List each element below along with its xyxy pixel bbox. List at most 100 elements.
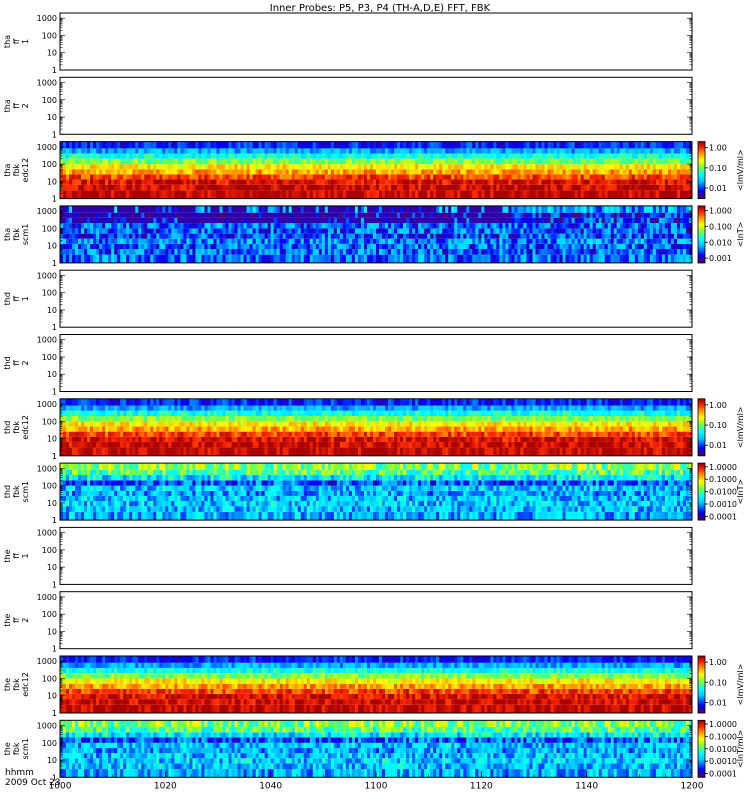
spectrogram-cell	[288, 212, 293, 218]
spectrogram-cell	[204, 141, 208, 149]
y-tick-label: 1000	[37, 207, 57, 216]
spectrogram-cell	[433, 223, 437, 229]
spectrogram-cell	[550, 254, 554, 263]
spectrogram-cell	[372, 223, 377, 229]
spectrogram-cell	[267, 205, 272, 213]
spectrogram-cell	[111, 254, 115, 263]
spectrogram-cell	[583, 174, 588, 180]
spectrogram-cell	[240, 148, 244, 154]
spectrogram-cell	[318, 447, 323, 456]
spectrogram-cell	[282, 190, 287, 199]
spectrogram-cell	[565, 179, 570, 185]
spectrogram-cell	[568, 169, 573, 175]
spectrogram-cell	[643, 179, 648, 185]
spectrogram-cell	[487, 249, 491, 255]
spectrogram-cell	[87, 164, 91, 170]
spectrogram-cell	[123, 205, 127, 213]
spectrogram-cell	[538, 238, 542, 244]
spectrogram-cell	[469, 141, 473, 149]
spectrogram-cell	[556, 153, 560, 159]
spectrogram-cell	[159, 174, 163, 180]
spectrogram-cell	[448, 148, 452, 154]
spectrogram-cell	[502, 447, 506, 456]
spectrogram-cell	[204, 254, 208, 263]
panel-background	[60, 334, 692, 392]
spectrogram-cell	[412, 238, 416, 244]
spectrogram-cell	[679, 223, 684, 229]
spectrogram-cell	[454, 141, 458, 149]
spectrogram-cell	[90, 141, 94, 149]
spectrogram-cell	[60, 254, 64, 263]
spectrogram-cell	[505, 217, 509, 224]
spectrogram-cell	[207, 212, 211, 218]
spectrogram-cell	[610, 228, 615, 234]
y-tick-label: 1000	[37, 14, 57, 23]
spectrogram-cell	[102, 174, 106, 180]
spectrogram-cell	[63, 169, 67, 175]
spectrogram-cell	[102, 164, 106, 170]
spectrogram-cell	[445, 148, 449, 154]
spectrogram-cell	[243, 205, 247, 213]
spectrogram-cell	[282, 205, 287, 213]
spectrogram-cell	[580, 217, 585, 224]
spectrogram-cell	[330, 148, 335, 154]
spectrogram-cell	[463, 184, 467, 191]
spectrogram-cell	[231, 148, 235, 154]
spectrogram-cell	[475, 174, 479, 180]
spectrogram-cell	[72, 205, 76, 213]
spectrogram-cell	[186, 254, 190, 263]
spectrogram-cell	[430, 223, 434, 229]
spectrogram-cell	[81, 223, 85, 229]
spectrogram-cell	[385, 158, 389, 165]
spectrogram-cell	[300, 254, 305, 263]
spectrogram-cell	[658, 164, 663, 170]
spectrogram-cell	[75, 441, 79, 448]
spectrogram-cell	[138, 233, 142, 239]
spectrogram-cell	[285, 205, 290, 213]
spectrogram-cell	[324, 190, 329, 199]
spectrogram-cell	[442, 233, 446, 239]
spectrogram-cell	[574, 254, 579, 263]
spectrogram-cell	[108, 164, 112, 170]
spectrogram-cell	[369, 254, 374, 263]
spectrogram-cell	[153, 212, 157, 218]
spectrogram-cell	[330, 228, 335, 234]
spectrogram-cell	[457, 148, 461, 154]
spectrogram-cell	[294, 243, 299, 250]
spectrogram-cell	[180, 205, 184, 213]
spectrogram-cell	[430, 205, 434, 213]
spectrogram-cell	[297, 148, 302, 154]
spectrogram-cell	[339, 174, 344, 180]
spectrogram-cell	[547, 217, 551, 224]
spectrogram-cell	[210, 148, 214, 154]
spectrogram-cell	[249, 447, 254, 456]
spectrogram-cell	[318, 164, 323, 170]
spectrogram-cell	[550, 179, 554, 185]
spectrogram-cell	[258, 153, 263, 159]
spectrogram-cell	[541, 169, 545, 175]
spectrogram-cell	[138, 249, 142, 255]
spectrogram-cell	[640, 158, 645, 165]
spectrogram-cell	[541, 254, 545, 263]
spectrogram-cell	[487, 179, 491, 185]
spectrogram-cell	[598, 184, 603, 191]
spectrogram-cell	[192, 233, 196, 239]
spectrogram-cell	[457, 212, 461, 218]
spectrogram-cell	[348, 179, 353, 185]
spectrogram-cell	[138, 217, 142, 224]
spectrogram-cell	[505, 179, 509, 185]
spectrogram-cell	[96, 179, 100, 185]
spectrogram-cell	[108, 190, 112, 199]
spectrogram-cell	[562, 174, 566, 180]
colorbar-frame	[697, 141, 706, 200]
spectrogram-cell	[354, 190, 359, 199]
spectrogram-cell	[309, 254, 314, 263]
spectrogram-cell	[646, 164, 651, 170]
spectrogram-cell	[415, 158, 419, 165]
spectrogram-cell	[583, 233, 588, 239]
spectrogram-cell	[231, 179, 235, 185]
spectrogram-cell	[63, 223, 67, 229]
spectrogram-cell	[538, 148, 542, 154]
spectrogram-cell	[622, 141, 627, 149]
spectrogram-cell	[255, 174, 260, 180]
